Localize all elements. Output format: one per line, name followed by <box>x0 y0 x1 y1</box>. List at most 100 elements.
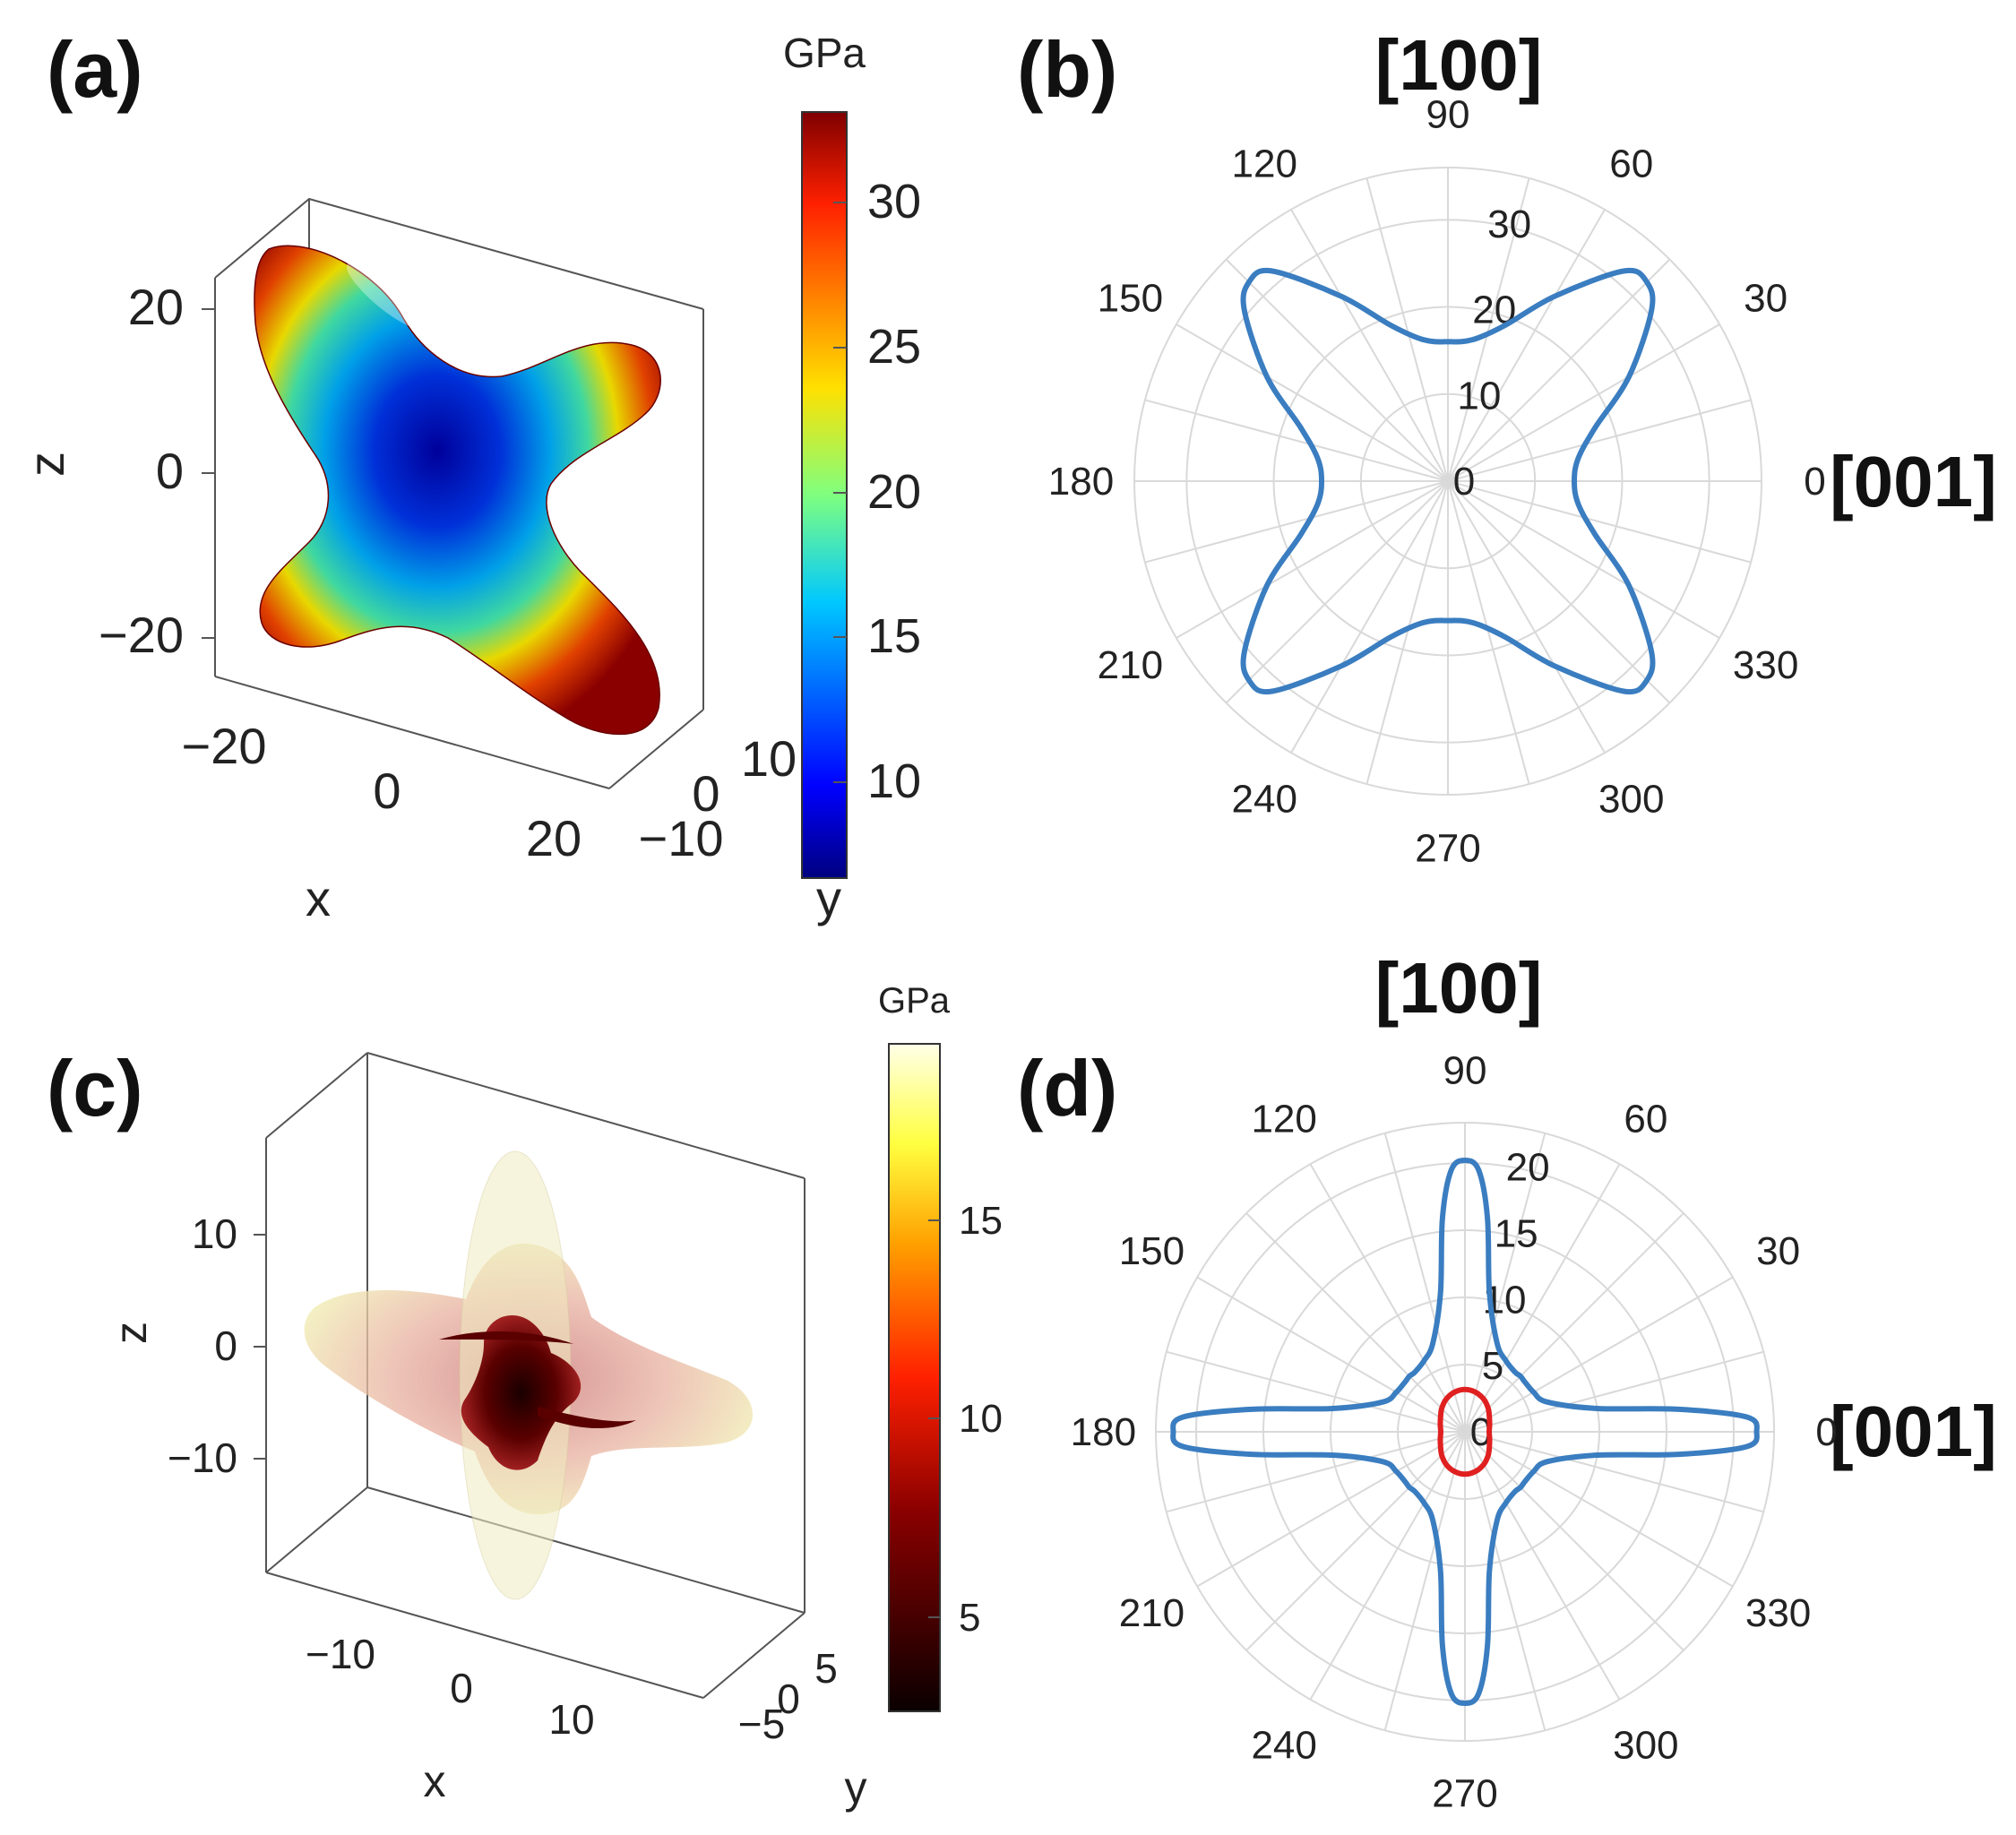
panel-a-box <box>214 197 704 789</box>
panel-c-x-tick: −10 <box>306 1631 375 1677</box>
polar-grid-spoke <box>1290 480 1449 754</box>
panel-c-y-tick: 0 <box>777 1676 800 1722</box>
polar-angle-tick: 120 <box>1251 1097 1316 1141</box>
polar-angle-tick: 0 <box>1815 1410 1837 1454</box>
polar-grid-spoke <box>1464 1350 1764 1433</box>
polar-grid-spoke <box>1144 480 1449 564</box>
panel-c-inner-surface <box>461 1315 582 1470</box>
panel-c-z-tick: 10 <box>192 1210 237 1257</box>
panel-c-x-tick: 0 <box>450 1665 473 1711</box>
polar-grid-spoke <box>1309 1431 1466 1701</box>
polar-series-blue <box>1240 267 1656 695</box>
polar-grid-spoke <box>1447 480 1720 639</box>
polar-grid-spoke <box>1176 480 1449 639</box>
polar-grid-spoke <box>1383 1133 1466 1433</box>
panel-c-3d-plot: 10 0 −10 z −10 0 10 x 5 0 −5 y GPa 15 10… <box>106 981 1003 1813</box>
polar-radial-tick: 30 <box>1487 202 1531 246</box>
polar-series-blue <box>1170 1158 1760 1706</box>
polar-angle-tick: 240 <box>1232 778 1297 822</box>
polar-series-red <box>1437 1386 1493 1477</box>
polar-angle-tick: 120 <box>1232 142 1297 185</box>
polar-angle-tick: 300 <box>1613 1724 1678 1768</box>
polar-angle-tick: 330 <box>1745 1591 1811 1635</box>
polar-grid-spoke <box>1447 480 1671 704</box>
panel-a-surface <box>254 245 661 736</box>
polar-angle-tick: 30 <box>1756 1229 1800 1273</box>
panel-c-y-tick: 5 <box>814 1645 838 1692</box>
polar-grid-spoke <box>1447 209 1606 482</box>
panel-a-x-tick: 20 <box>526 810 582 866</box>
polar-angle-tick: 210 <box>1119 1591 1185 1635</box>
panel-b-label: (b) <box>1017 25 1117 114</box>
panel-a-colorbar-unit: GPa <box>783 30 866 76</box>
polar-grid-spoke <box>1464 1212 1684 1433</box>
polar-angle-tick: 150 <box>1119 1229 1185 1273</box>
polar-grid-spoke <box>1447 399 1752 482</box>
panel-a-y-tick: 10 <box>741 730 797 787</box>
panel-c-x-label: x <box>424 1756 446 1806</box>
polar-grid-spoke <box>1447 258 1671 482</box>
polar-grid-spoke <box>1366 177 1449 482</box>
panel-d-label: (d) <box>1017 1044 1117 1133</box>
polar-angle-tick: 270 <box>1415 827 1480 871</box>
panel-a-x-tick: −20 <box>182 718 267 774</box>
polar-angle-tick: 300 <box>1598 778 1664 822</box>
polar-grid-spoke <box>1464 1431 1684 1651</box>
polar-angle-tick: 180 <box>1048 460 1114 504</box>
polar-angle-tick: 240 <box>1251 1724 1316 1768</box>
polar-angle-tick: 30 <box>1744 276 1788 320</box>
panel-a-3d-plot: 20 0 −20 z −20 0 20 x 10 0 −10 y GPa 30 … <box>18 30 921 926</box>
panel-c-box <box>265 1052 806 1699</box>
panel-b-polar-plot: [100] [001] 0306090120150180210240270300… <box>1048 25 1997 871</box>
polar-grid-spoke <box>1464 1276 1734 1433</box>
panel-d-series <box>1170 1158 1760 1706</box>
panel-a-x-label: x <box>306 870 331 926</box>
panel-a-highlight <box>346 263 425 329</box>
polar-grid-spoke <box>1383 1431 1466 1731</box>
panel-c-y-label: y <box>845 1762 867 1813</box>
panel-a-z-tick: 0 <box>156 443 184 499</box>
polar-radial-tick: 10 <box>1457 374 1501 418</box>
polar-grid-spoke <box>1245 1212 1466 1433</box>
polar-grid-spoke <box>1464 1163 1621 1433</box>
panel-a-y-tick: −10 <box>639 810 724 866</box>
panel-a-y-label: y <box>816 870 841 926</box>
panel-b-grid <box>1133 167 1762 796</box>
polar-grid-spoke <box>1366 480 1449 785</box>
panel-a-colorbar-tick: 30 <box>867 175 921 228</box>
panel-c-colorbar <box>888 1043 941 1712</box>
panel-c-colorbar-tick: 10 <box>959 1397 1003 1441</box>
panel-d-polar-plot: [100] [001] 0 30 60 90 120 150 180 210 240 270 300… <box>1071 948 1997 1816</box>
polar-grid-spoke <box>1464 1431 1621 1701</box>
polar-grid-spoke <box>1309 1163 1466 1433</box>
panel-c-colorbar-tick: 5 <box>959 1596 980 1640</box>
polar-grid-spoke <box>1464 1431 1764 1513</box>
panel-a-colorbar-tick: 10 <box>867 754 921 808</box>
polar-grid-spoke <box>1464 1133 1546 1433</box>
polar-angle-tick: 90 <box>1426 93 1470 137</box>
panel-b-series <box>1240 267 1656 695</box>
polar-angle-tick: 60 <box>1609 142 1653 185</box>
panel-a-x-tick: 0 <box>373 762 401 819</box>
polar-angle-tick: 60 <box>1624 1097 1667 1141</box>
panel-d-top-direction: [100] <box>1375 948 1543 1028</box>
panel-d-angle-ticks: 0 30 60 90 120 150 180 210 240 270 300 330 <box>1071 1048 1838 1815</box>
polar-angle-tick: 270 <box>1432 1772 1497 1816</box>
polar-angle-tick: 210 <box>1098 643 1163 687</box>
panel-a-y-tick: 0 <box>692 765 719 822</box>
polar-angle-tick: 90 <box>1443 1048 1487 1092</box>
polar-angle-tick: 330 <box>1733 643 1798 687</box>
panel-a-label: (a) <box>47 25 143 114</box>
panel-a-z-tick: −20 <box>99 607 184 663</box>
polar-grid-spoke <box>1166 1350 1466 1433</box>
polar-radial-tick: 0 <box>1453 460 1475 504</box>
polar-grid-spoke <box>1447 480 1752 564</box>
panel-c-y-tick: −5 <box>738 1701 785 1747</box>
polar-grid-spoke <box>1166 1431 1466 1513</box>
polar-grid-spoke <box>1464 1431 1734 1588</box>
panel-c-x-tick: 10 <box>548 1696 594 1743</box>
panel-c-z-tick: 0 <box>214 1322 237 1369</box>
